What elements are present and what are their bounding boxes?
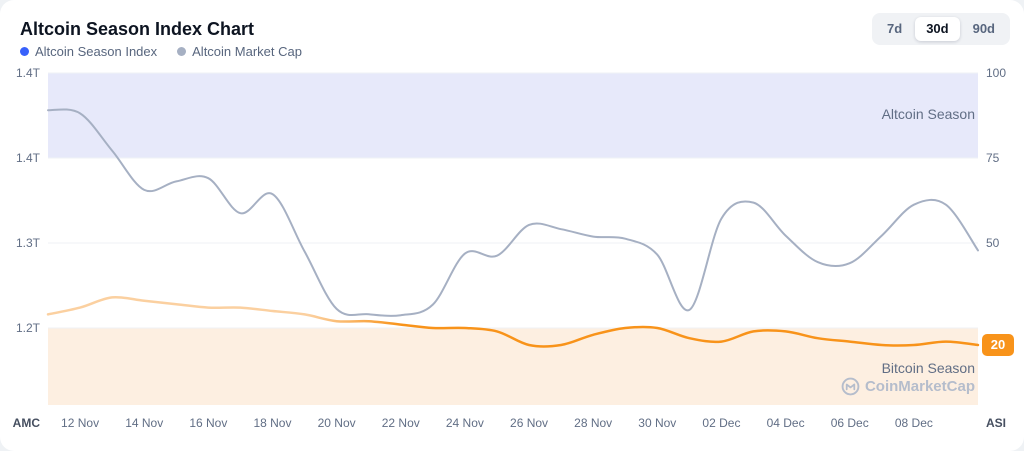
time-range-selector: 7d 30d 90d	[872, 13, 1010, 45]
svg-text:30 Nov: 30 Nov	[638, 416, 676, 430]
legend-item-altcoin-season-index[interactable]: Altcoin Season Index	[20, 44, 157, 59]
svg-text:AMC: AMC	[13, 416, 41, 430]
svg-text:08 Dec: 08 Dec	[895, 416, 933, 430]
svg-text:18 Nov: 18 Nov	[253, 416, 291, 430]
current-asi-value-badge: 20	[982, 334, 1014, 356]
altcoin-season-zone-label: Altcoin Season	[881, 106, 975, 122]
svg-text:100: 100	[986, 66, 1006, 80]
chart-header: Altcoin Season Index Chart 7d 30d 90d	[0, 0, 1024, 46]
bitcoin-season-zone-label: Bitcoin Season	[881, 360, 975, 376]
svg-text:20 Nov: 20 Nov	[318, 416, 356, 430]
range-90d-button[interactable]: 90d	[962, 17, 1006, 41]
svg-text:1.2T: 1.2T	[16, 321, 41, 335]
svg-text:1.4T: 1.4T	[16, 151, 41, 165]
svg-text:1.3T: 1.3T	[16, 236, 41, 250]
coinmarketcap-watermark: CoinMarketCap	[841, 377, 975, 396]
svg-text:22 Nov: 22 Nov	[382, 416, 420, 430]
svg-text:14 Nov: 14 Nov	[125, 416, 163, 430]
svg-text:12 Nov: 12 Nov	[61, 416, 99, 430]
range-30d-button[interactable]: 30d	[915, 17, 960, 41]
legend-dot-blue-icon	[20, 47, 29, 56]
page-title: Altcoin Season Index Chart	[20, 18, 255, 39]
svg-text:ASI: ASI	[986, 416, 1006, 430]
chart-legend: Altcoin Season Index Altcoin Market Cap	[20, 44, 302, 59]
legend-item-altcoin-market-cap[interactable]: Altcoin Market Cap	[177, 44, 302, 59]
legend-label-asi: Altcoin Season Index	[35, 44, 158, 59]
svg-text:16 Nov: 16 Nov	[189, 416, 227, 430]
svg-text:28 Nov: 28 Nov	[574, 416, 612, 430]
svg-text:02 Dec: 02 Dec	[702, 416, 740, 430]
coinmarketcap-logo-icon	[841, 377, 860, 396]
range-7d-button[interactable]: 7d	[876, 17, 913, 41]
watermark-text: CoinMarketCap	[864, 378, 975, 395]
svg-text:26 Nov: 26 Nov	[510, 416, 548, 430]
svg-text:24 Nov: 24 Nov	[446, 416, 484, 430]
svg-text:75: 75	[986, 151, 1000, 165]
chart-canvas[interactable]: 1.4T 1.4T 1.3T 1.2T 100 75 50 12 Nov 14 Nov 16 No…	[0, 65, 1024, 451]
legend-dot-gray-icon	[177, 47, 187, 56]
svg-text:04 Dec: 04 Dec	[767, 416, 805, 430]
chart-area[interactable]: 1.4T 1.4T 1.3T 1.2T 100 75 50 12 Nov 14 Nov 16 No…	[0, 65, 1024, 451]
legend-label-amc: Altcoin Market Cap	[192, 44, 302, 59]
svg-text:06 Dec: 06 Dec	[831, 416, 869, 430]
svg-text:50: 50	[986, 236, 1000, 250]
svg-text:1.4T: 1.4T	[16, 66, 41, 80]
